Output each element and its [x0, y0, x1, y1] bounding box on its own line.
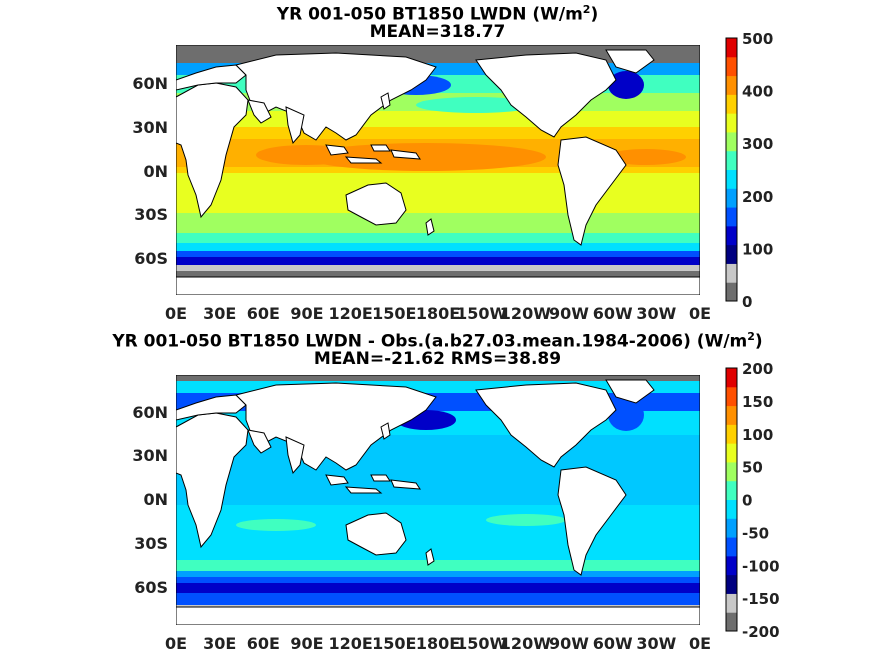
colorbar-swatch — [726, 132, 737, 151]
x-tick-label: 60E — [247, 304, 280, 323]
x-tick-label: 180E — [416, 634, 460, 653]
x-tick-label: 0E — [689, 304, 711, 323]
colorbar-swatch — [726, 387, 737, 406]
colorbar-tick-label: -150 — [742, 590, 780, 608]
colorbar-swatch — [726, 481, 737, 500]
colorbar-tick-label: -200 — [742, 623, 780, 641]
colorbar-swatch — [726, 612, 737, 631]
x-tick-label: 0E — [165, 634, 187, 653]
colorbar-tick-label: -100 — [742, 557, 780, 575]
x-tick-label: 150E — [372, 634, 416, 653]
colorbar-swatch — [726, 263, 737, 282]
x-tick-label: 120E — [329, 304, 373, 323]
colorbar-swatch — [726, 556, 737, 575]
colorbar-tick-label: 100 — [742, 426, 773, 444]
x-tick-label: 90W — [549, 634, 589, 653]
y-tick-label: 0N — [143, 490, 168, 509]
colorbar-tick-label: -50 — [742, 524, 769, 542]
y-tick-label: 30S — [134, 205, 168, 224]
x-tick-label: 90W — [549, 304, 589, 323]
x-tick-label: 60E — [247, 634, 280, 653]
colorbar-tick-label: 500 — [742, 30, 773, 48]
colorbar-tick-label: 0 — [742, 293, 752, 311]
colorbar-tick-label: 0 — [742, 492, 752, 510]
colorbars: 5004003002001000200150100500-50-100-150-… — [726, 30, 780, 641]
colorbar-swatch — [726, 424, 737, 443]
x-tick-label: 120W — [500, 304, 551, 323]
x-tick-label: 180E — [416, 304, 460, 323]
colorbar-tick-label: 50 — [742, 459, 763, 477]
colorbar-swatch — [726, 443, 737, 462]
colorbar-swatch — [726, 151, 737, 170]
x-tick-label: 30W — [636, 304, 676, 323]
colorbar-swatch — [726, 113, 737, 132]
x-tick-label: 120E — [329, 634, 373, 653]
colorbar-swatch — [726, 537, 737, 556]
x-tick-label: 0E — [165, 304, 187, 323]
y-tick-label: 60S — [134, 578, 168, 597]
x-tick-label: 60W — [593, 634, 633, 653]
colorbar-swatch — [726, 170, 737, 189]
y-tick-label: 30S — [134, 534, 168, 553]
y-tick-label: 60N — [132, 403, 168, 422]
colorbar-tick-label: 300 — [742, 135, 773, 153]
y-tick-label: 60S — [134, 249, 168, 268]
colorbar-tick-label: 150 — [742, 393, 773, 411]
panel1-map — [176, 45, 700, 295]
x-tick-label: 150E — [372, 304, 416, 323]
colorbar-swatch — [726, 188, 737, 207]
x-tick-label: 0E — [689, 634, 711, 653]
colorbar-swatch — [726, 462, 737, 481]
x-tick-label: 30E — [203, 634, 236, 653]
colorbar-swatch — [726, 500, 737, 519]
colorbar-swatch — [726, 94, 737, 113]
x-tick-label: 90E — [290, 634, 323, 653]
panel2-map — [176, 375, 700, 625]
y-tick-label: 30N — [132, 118, 168, 137]
colorbar-tick-label: 100 — [742, 240, 773, 258]
y-tick-label: 30N — [132, 446, 168, 465]
colorbar-swatch — [726, 38, 737, 57]
colorbar-swatch — [726, 518, 737, 537]
colorbar-swatch — [726, 57, 737, 76]
colorbar-swatch — [726, 282, 737, 301]
colorbar-tick-label: 200 — [742, 188, 773, 206]
y-tick-label: 0N — [143, 162, 168, 181]
colorbar-swatch — [726, 368, 737, 387]
colorbar-swatch — [726, 76, 737, 95]
y-tick-label: 60N — [132, 74, 168, 93]
x-tick-label: 60W — [593, 304, 633, 323]
colorbar-swatch — [726, 593, 737, 612]
colorbar-swatch — [726, 207, 737, 226]
x-tick-label: 120W — [500, 634, 551, 653]
colorbar-swatch — [726, 226, 737, 245]
colorbar-swatch — [726, 575, 737, 594]
colorbar-tick-label: 400 — [742, 83, 773, 101]
colorbar-tick-label: 200 — [742, 360, 773, 378]
x-tick-label: 90E — [290, 304, 323, 323]
x-tick-label: 30E — [203, 304, 236, 323]
x-tick-label: 30W — [636, 634, 676, 653]
colorbar-swatch — [726, 245, 737, 264]
colorbar-swatch — [726, 406, 737, 425]
